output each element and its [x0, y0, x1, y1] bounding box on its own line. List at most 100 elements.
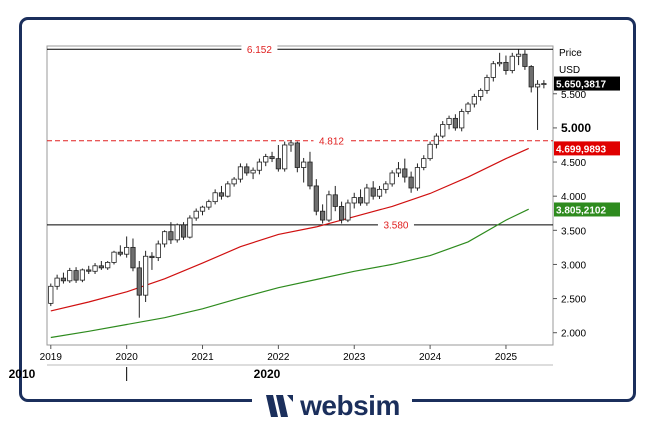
candle-up: [250, 169, 256, 174]
candle-up: [212, 192, 218, 203]
price-tag-label: 5.650,3817: [556, 80, 606, 91]
x-tick-label: 2022: [267, 352, 290, 363]
candle-up: [263, 156, 269, 163]
candle-down: [244, 166, 250, 174]
candle-up: [54, 277, 60, 287]
price-tag: [554, 141, 620, 156]
candle-down: [130, 246, 136, 269]
candle-up: [427, 143, 433, 160]
candle-up: [231, 178, 237, 185]
plot-area: [46, 45, 554, 346]
candle-up: [193, 210, 199, 219]
candle-down: [357, 197, 364, 204]
candle-up: [509, 55, 515, 71]
candle-up: [174, 224, 180, 241]
candle-up: [187, 217, 193, 238]
candle-up: [440, 124, 446, 137]
y-tick-label: 2.000: [561, 329, 586, 340]
x-tick-label: 2024: [419, 352, 442, 363]
candle-up: [421, 158, 427, 168]
candle-down: [294, 142, 300, 168]
y-axis-title: Price: [559, 48, 582, 59]
level-label-bg: [377, 217, 414, 230]
candle-down: [149, 255, 155, 259]
candle-up: [389, 172, 395, 185]
candle-down: [402, 168, 408, 178]
candle-down: [408, 176, 414, 189]
price-tag-label: 4.699,9893: [556, 144, 606, 155]
candle-down: [275, 158, 281, 170]
y-tick-label: 3.500: [561, 226, 586, 237]
candle-up: [326, 194, 332, 221]
candle-up: [376, 188, 383, 197]
candle-down: [522, 53, 528, 67]
candle-up: [414, 167, 421, 189]
x-tick-label: 2020: [116, 352, 139, 363]
y-tick-label: 4.500: [561, 158, 586, 169]
candle-down: [73, 270, 79, 281]
y-tick-label: 5.500: [561, 90, 586, 101]
candle-down: [313, 185, 319, 212]
candle-down: [168, 231, 174, 241]
candle-up: [301, 161, 307, 168]
candle-up: [225, 183, 231, 197]
candle-down: [136, 267, 142, 296]
candle-down: [503, 61, 509, 71]
candle-up: [282, 144, 288, 170]
level-label-bg: [313, 133, 350, 146]
x-tick-label: 2023: [343, 352, 366, 363]
x-tick-label: 2019: [40, 352, 63, 363]
candle-up: [364, 187, 370, 204]
candle-up: [161, 231, 168, 245]
candle-down: [117, 251, 123, 255]
y-tick-label: 5.000: [561, 121, 591, 135]
candle-up: [92, 265, 98, 272]
candle-down: [338, 206, 345, 221]
candle-up: [541, 83, 547, 85]
websim-logo-icon: [266, 395, 294, 417]
candle-up: [124, 246, 130, 255]
candle-up: [484, 77, 490, 91]
candle-down: [269, 156, 275, 160]
brand-logo-text: websim: [300, 390, 400, 421]
decade-label: 2020: [254, 367, 281, 381]
candle-up: [534, 83, 541, 88]
candle-down: [370, 187, 376, 197]
candle-down: [218, 192, 225, 197]
candle-up: [433, 135, 440, 145]
candle-up: [351, 197, 357, 204]
candle-up: [446, 117, 452, 125]
level-label: 3.580: [383, 220, 408, 231]
level-label: 6.152: [247, 45, 272, 56]
x-tick-label: 2025: [495, 352, 518, 363]
candle-up: [111, 251, 117, 263]
candle-down: [60, 277, 67, 282]
series-line-green: [50, 208, 529, 339]
candle-up: [199, 206, 206, 212]
series-line-red: [50, 147, 529, 312]
level-label: 4.812: [319, 136, 344, 147]
candle-down: [528, 66, 534, 88]
level-label-bg: [241, 42, 278, 55]
candle-up: [459, 111, 465, 129]
candle-down: [180, 224, 187, 238]
brand-logo: websim: [252, 388, 412, 424]
candle-down: [98, 265, 104, 269]
price-tag: [554, 202, 620, 217]
candle-down: [86, 269, 92, 272]
candle-down: [320, 210, 326, 221]
candle-up: [515, 53, 522, 57]
candle-up: [395, 168, 402, 174]
price-tag-label: 3.805,2102: [556, 205, 606, 216]
y-tick-label: 4.000: [561, 192, 586, 203]
candle-up: [237, 166, 244, 180]
candle-up: [256, 161, 263, 171]
candle-up: [478, 89, 484, 97]
x-tick-label: 2021: [191, 352, 214, 363]
y-axis-unit: USD: [559, 65, 580, 76]
candle-up: [155, 243, 161, 259]
decade-label: 2010: [9, 367, 36, 381]
candle-up: [79, 269, 86, 281]
candle-down: [307, 161, 313, 187]
